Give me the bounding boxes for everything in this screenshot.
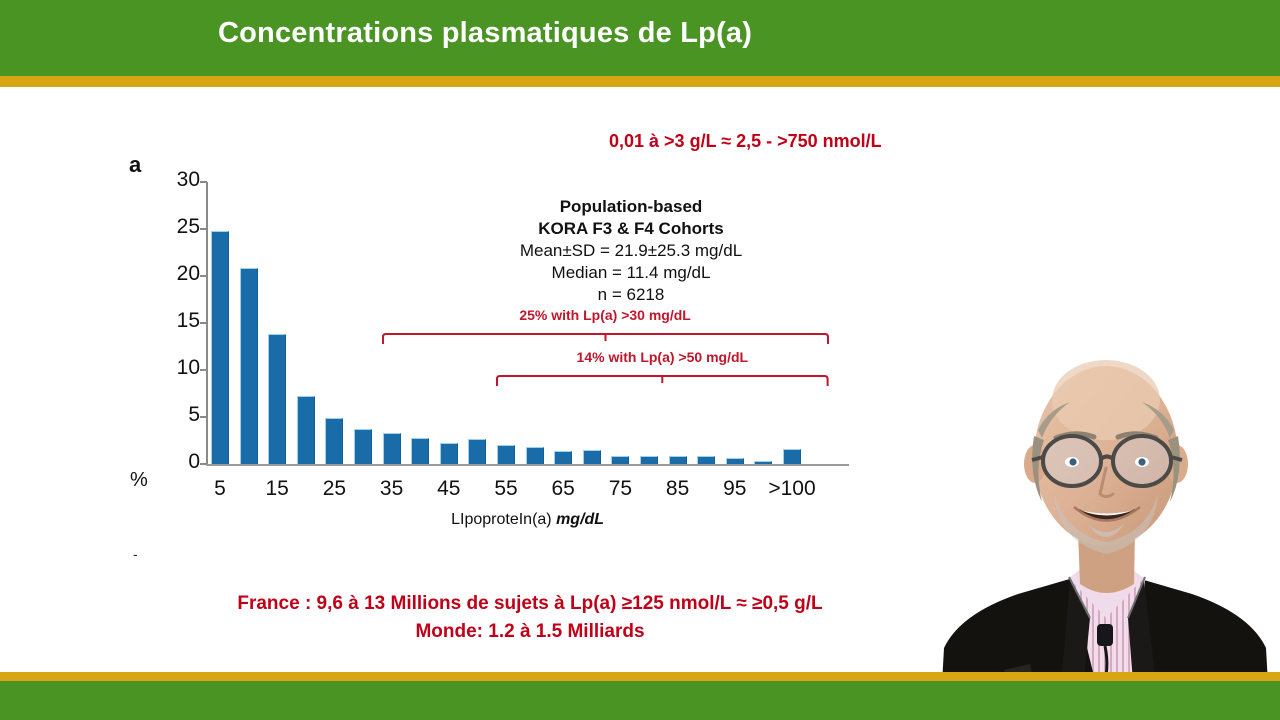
bar: [668, 456, 687, 464]
x-tick-label: 45: [437, 477, 461, 500]
bar: [268, 334, 287, 464]
bar: [239, 268, 258, 464]
lpa-distribution-figure: a % 0 5 10 15 20 25 30 5 15 25 35 45 55 65 75 85 95 >100…: [126, 152, 850, 542]
page-title: Concentrations plasmatiques de Lp(a): [218, 17, 753, 49]
x-tick-label: 95: [723, 477, 747, 500]
x-tick-label: 5: [214, 477, 226, 500]
presenter-video-overlay: [930, 318, 1280, 720]
prevalence-note-france: France : 9,6 à 13 Millions de sujets à L…: [237, 593, 823, 614]
y-tick-label: 25: [176, 215, 200, 238]
bar: [754, 460, 773, 464]
annotation-label: 25% with Lp(a) >30 mg/dL: [519, 307, 691, 323]
stats-line-1: Population-based: [559, 197, 703, 216]
x-tick-label: 15: [265, 477, 289, 500]
bar: [354, 429, 372, 464]
x-tick-label: 75: [608, 477, 633, 500]
x-tick-label: 85: [665, 477, 690, 500]
prevalence-notes: France : 9,6 à 13 Millions de sujets à L…: [0, 590, 1060, 646]
y-tick-mark: [200, 275, 207, 277]
y-tick-label: 20: [176, 262, 200, 285]
bar: [439, 443, 458, 464]
bar: [325, 418, 344, 464]
prevalence-note-monde: Monde: 1.2 à 1.5 Milliards: [415, 621, 645, 642]
stats-line-4: Median = 11.4 mg/dL: [551, 263, 711, 282]
y-tick-label: 30: [176, 168, 200, 191]
bar: [382, 432, 401, 464]
x-tick-label: 55: [494, 477, 518, 500]
y-tick-mark: [200, 322, 207, 324]
header-gold-rule: [0, 76, 1280, 87]
footer-gold-rule: [0, 672, 1280, 681]
y-tick-label: 10: [176, 356, 200, 379]
annotation-bracket: [496, 375, 829, 386]
x-tick-label: 25: [322, 477, 347, 500]
x-axis-label-main: LIpoproteIn(a): [451, 511, 552, 528]
y-tick-label: 15: [176, 309, 200, 332]
bar: [497, 444, 515, 464]
y-tick-mark: [200, 228, 207, 230]
x-axis-label: LIpoproteIn(a) mg/dL: [168, 511, 888, 529]
y-axis-line: [206, 182, 208, 466]
bar: [783, 448, 801, 464]
x-tick-label: 65: [551, 477, 575, 500]
bar: [725, 458, 744, 464]
stray-mark: -: [133, 546, 138, 562]
bar-series: [208, 182, 837, 464]
x-tick-label: 35: [379, 477, 404, 500]
y-tick-label: 0: [188, 450, 200, 473]
x-axis-label-units: mg/dL: [556, 511, 605, 528]
y-tick-mark: [200, 369, 207, 371]
bar: [211, 230, 229, 464]
y-tick-label: 5: [188, 403, 200, 426]
bar: [468, 438, 487, 464]
bar: [611, 456, 630, 464]
top-concentration-note: 0,01 à >3 g/L ≈ 2,5 - >750 nmol/L: [609, 131, 882, 151]
bar: [582, 450, 601, 464]
annotation-label: 14% with Lp(a) >50 mg/dL: [576, 349, 749, 365]
bar: [411, 437, 430, 464]
bar: [296, 396, 315, 464]
bar: [640, 456, 658, 464]
y-tick-mark: [200, 416, 207, 418]
cohort-stats-block: Population-based KORA F3 & F4 Cohorts Me…: [476, 196, 786, 306]
y-axis-label: %: [130, 469, 148, 491]
bar: [697, 456, 716, 464]
stats-line-3: Mean±SD = 21.9±25.3 mg/dL: [519, 241, 743, 260]
footer-band: [0, 681, 1280, 720]
y-tick-mark: [200, 463, 207, 465]
stats-line-5: n = 6218: [597, 285, 665, 304]
panel-letter: a: [129, 152, 142, 177]
bar: [525, 447, 544, 464]
bar: [554, 451, 573, 464]
x-tick-label: >100: [768, 477, 816, 500]
annotation-bracket: [381, 333, 829, 344]
presenter-portrait: [930, 318, 1280, 720]
header-band: [0, 0, 1280, 76]
x-axis-line: [206, 464, 850, 466]
stats-line-2: KORA F3 & F4 Cohorts: [538, 219, 724, 238]
y-tick-mark: [200, 181, 207, 183]
